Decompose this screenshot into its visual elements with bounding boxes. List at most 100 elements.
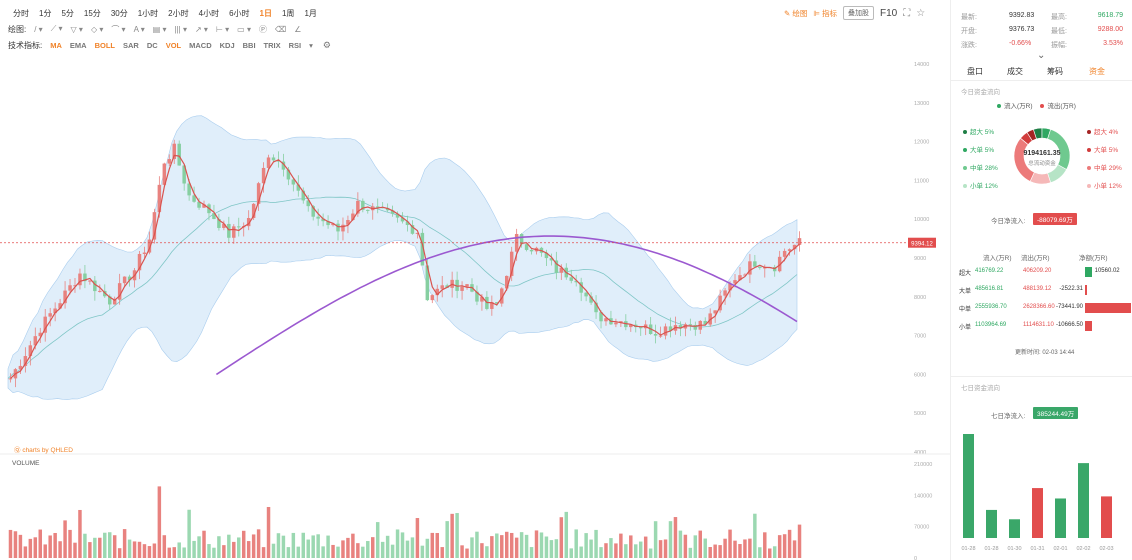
draw-tool-2-icon[interactable]: ▽ ▾ [70,24,83,34]
tab-chips[interactable]: 筹码 [1047,67,1063,76]
period-10[interactable]: 1周 [281,8,295,18]
candle-body [276,160,281,162]
draw-tool-7-icon[interactable]: ||| ▾ [174,24,187,34]
gear-icon[interactable]: ⚙ [322,39,331,50]
period-11[interactable]: 1月 [304,8,317,18]
volume-bar [638,541,643,558]
candle-body [291,179,296,185]
candle-body [152,212,157,240]
flow-row-in: 2555936.70 [975,304,1007,310]
period-1[interactable]: 1分 [39,8,52,18]
indicator-6[interactable]: MACD [189,40,212,50]
volume-bar [430,532,435,558]
indicator-7[interactable]: KDJ [219,40,235,50]
indicator-8[interactable]: BBI [242,40,256,50]
draw-tool-1-icon[interactable]: ⟋ ▾ [50,24,63,33]
fund-legend: 流入(万R) 流出(万R) [997,100,1076,110]
volume-bar [68,529,72,558]
inflow-dot-icon [997,104,1001,109]
kline-chart[interactable]: 9394.12 14000 13000 12000 11000 10000 9000 800… [0,0,950,560]
volume-bar [728,529,732,558]
draw-link[interactable]: ✎ 绘图 [784,8,808,18]
draw-tool-3-icon[interactable]: ◇ ▾ [90,24,104,34]
period-8[interactable]: 6小时 [229,8,250,18]
candle-body [733,280,737,284]
volume-bar [663,539,668,558]
header-inflow: 流入(万R) [983,255,1012,262]
period-3[interactable]: 15分 [83,8,101,18]
indicator-3[interactable]: SAR [123,40,139,50]
chevron-down-icon[interactable]: ⌄ [1037,50,1046,61]
period-7[interactable]: 4小时 [198,8,220,18]
candle-body [93,280,97,292]
candle-body [544,252,549,259]
draw-tool-13-icon[interactable]: ∠ [294,24,302,34]
compare-button[interactable]: 叠加股 [843,6,874,20]
volume-bar [753,513,757,558]
volume-bar [569,548,573,558]
indicator-2[interactable]: BOLL [94,40,115,50]
volume-bar [559,517,564,558]
period-4[interactable]: 30分 [110,8,128,18]
price-tick: 14000 [914,62,929,68]
fullscreen-icon[interactable]: ⛶ [903,7,911,19]
period-0[interactable]: 分时 [13,8,29,18]
price-tick: 10000 [914,217,929,223]
volume-bar [688,547,693,558]
week-bar [1032,488,1043,538]
candle-body [103,290,107,297]
short-ma-path [10,154,800,379]
candle-body [306,200,310,207]
candle-body [301,190,306,201]
draw-tool-0-icon[interactable]: / ▾ [34,24,43,34]
week-date: 02-03 [1099,546,1113,552]
candle-body [137,253,142,271]
draw-tool-11-icon[interactable]: Ⓟ [258,24,267,34]
indicator-link[interactable]: ⊫ 指标 [813,8,837,18]
volume-bar [534,530,539,558]
draw-tool-9-icon[interactable]: ⊢ ▾ [215,24,230,34]
f10-button[interactable]: F10 [880,7,898,19]
header-outflow: 流出(万R) [1021,255,1050,262]
tab-trades[interactable]: 成交 [1007,67,1023,76]
candle-body [326,221,330,226]
candle-body [787,249,792,251]
indicator-5[interactable]: VOL [165,40,182,50]
candle-body [197,201,201,208]
indicator-0[interactable]: MA [50,40,62,50]
indicator-9[interactable]: TRIX [263,40,281,50]
candle-body [172,143,176,160]
indicator-10[interactable]: RSI [288,40,302,50]
volume-bar [296,546,301,558]
tab-funds[interactable]: 资金 [1089,67,1105,76]
draw-tool-6-icon[interactable]: ▤ ▾ [152,24,167,34]
week-bars: 01-28 01-28 01-30 01-31 02-01 02-02 02-03 [961,434,1114,552]
tab-orderbook[interactable]: 盘口 [967,67,983,76]
indicator-11[interactable]: ▾ [309,40,313,50]
draw-tool-12-icon[interactable]: ⌫ [274,24,287,34]
star-icon[interactable]: ☆ [916,7,926,19]
draw-tool-4-icon[interactable]: ⌒ ▾ [111,24,126,34]
candle-body [336,223,340,232]
volume-bar [187,509,191,558]
candle-body [629,324,633,328]
period-5[interactable]: 1小时 [137,8,159,18]
candle-body [311,206,315,217]
volume-bar [758,547,762,558]
candle-body [361,200,365,210]
tab-divider [951,80,1132,81]
price-tick: 9000 [914,256,926,262]
volume-bar [380,541,385,558]
indicator-4[interactable]: DC [146,40,158,50]
period-9[interactable]: 1日 [259,8,272,18]
draw-tool-10-icon[interactable]: ▭ ▾ [237,24,251,34]
period-6[interactable]: 2小时 [168,8,189,18]
draw-tool-5-icon[interactable]: A ▾ [133,24,145,34]
indicator-1[interactable]: EMA [69,40,87,50]
period-2[interactable]: 5分 [61,8,74,18]
volume-bar [356,543,360,558]
draw-tool-8-icon[interactable]: ↗ ▾ [195,24,208,34]
volume-bar [256,529,261,558]
volume-bar [107,532,112,558]
price-tick: 7000 [914,334,926,340]
